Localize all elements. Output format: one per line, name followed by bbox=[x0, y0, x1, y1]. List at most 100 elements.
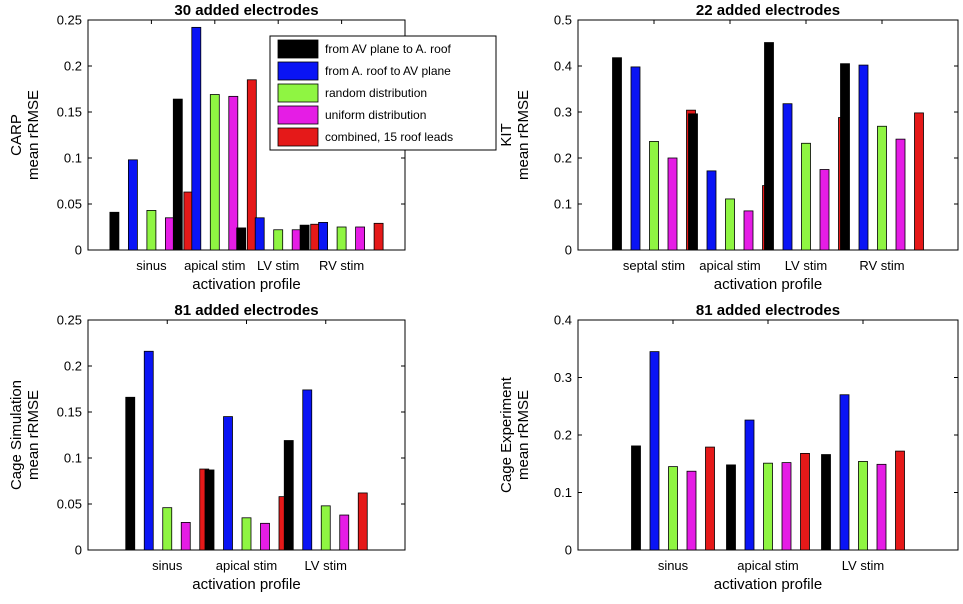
y-axis-label-line-1: Cage Experiment bbox=[498, 376, 515, 493]
x-tick-label: apical stim bbox=[737, 558, 798, 573]
bar bbox=[191, 26, 202, 251]
x-tick-label: apical stim bbox=[216, 558, 277, 573]
y-tick-label: 0 bbox=[565, 543, 572, 558]
bar bbox=[373, 222, 384, 251]
bar bbox=[357, 492, 368, 551]
y-tick-label: 0.2 bbox=[554, 151, 572, 166]
y-tick-label: 0.2 bbox=[64, 359, 82, 374]
legend-label: from A. roof to AV plane bbox=[325, 64, 451, 78]
chart-panel-4: 0 0.1 0.2 0.3 0.4 sinus apical stim LV stim 81 a… bbox=[498, 302, 959, 593]
bar bbox=[840, 63, 850, 251]
chart-title: 22 added electrodes bbox=[696, 2, 840, 19]
bar bbox=[839, 394, 850, 551]
y-tick-label: 0.05 bbox=[57, 197, 82, 212]
y-axis-label-line-1: Cage Simulation bbox=[8, 380, 25, 490]
bar bbox=[686, 470, 697, 551]
bar bbox=[146, 210, 157, 251]
bar bbox=[667, 157, 678, 251]
bar bbox=[858, 461, 868, 551]
bar bbox=[781, 462, 792, 551]
bar bbox=[876, 463, 887, 551]
y-axis-label-line-2: mean rRMSE bbox=[25, 90, 42, 180]
x-tick-label: sinus bbox=[136, 258, 167, 273]
x-axis-label: activation profile bbox=[714, 576, 822, 593]
bar bbox=[649, 351, 660, 551]
y-tick-label: 0.3 bbox=[554, 105, 572, 120]
y-tick-label: 0.2 bbox=[554, 428, 572, 443]
bar bbox=[743, 210, 754, 251]
bar bbox=[236, 227, 247, 251]
chart-title: 30 added electrodes bbox=[174, 2, 318, 19]
x-tick-label: LV stim bbox=[257, 258, 299, 273]
bar bbox=[819, 169, 830, 251]
bar bbox=[763, 462, 773, 551]
y-tick-label: 0.3 bbox=[554, 370, 572, 385]
y-tick-label: 0.4 bbox=[554, 313, 572, 328]
y-tick-label: 0.25 bbox=[57, 13, 82, 28]
bar bbox=[895, 450, 905, 551]
x-tick-label: LV stim bbox=[842, 558, 884, 573]
y-axis-label-line-1: CARP bbox=[8, 114, 25, 156]
y-tick-label: 0.15 bbox=[57, 105, 82, 120]
bar bbox=[162, 507, 173, 551]
y-tick-label: 0.1 bbox=[64, 151, 82, 166]
bar bbox=[744, 419, 755, 551]
chart-title: 81 added electrodes bbox=[174, 302, 318, 319]
bar bbox=[172, 98, 183, 251]
x-tick-label: RV stim bbox=[319, 258, 364, 273]
legend-label: uniform distribution bbox=[325, 108, 426, 122]
bar bbox=[228, 95, 239, 251]
y-tick-label: 0.25 bbox=[57, 313, 82, 328]
bar bbox=[877, 125, 887, 251]
y-axis-label-line-2: mean rRMSE bbox=[25, 390, 42, 480]
legend-swatch bbox=[277, 61, 319, 81]
bar bbox=[705, 446, 715, 551]
x-tick-label: LV stim bbox=[785, 258, 827, 273]
legend-label: combined, 15 roof leads bbox=[325, 130, 453, 144]
bar bbox=[283, 440, 294, 551]
bar bbox=[726, 464, 736, 551]
bar bbox=[299, 224, 310, 251]
bar bbox=[688, 113, 698, 251]
bar bbox=[649, 141, 659, 251]
bar bbox=[254, 217, 265, 251]
bar bbox=[204, 469, 215, 551]
bar bbox=[612, 57, 622, 251]
legend: from AV plane to A. roof from A. roof to … bbox=[269, 35, 497, 151]
bar bbox=[725, 198, 735, 251]
y-tick-label: 0.2 bbox=[64, 59, 82, 74]
x-tick-label: sinus bbox=[152, 558, 183, 573]
bar bbox=[127, 159, 138, 251]
x-tick-label: LV stim bbox=[305, 558, 347, 573]
bar bbox=[336, 226, 347, 251]
x-axis-label: activation profile bbox=[714, 276, 822, 293]
bar bbox=[241, 517, 252, 551]
legend-label: random distribution bbox=[325, 86, 427, 100]
bar bbox=[631, 445, 641, 551]
bar bbox=[821, 454, 831, 551]
bar bbox=[706, 170, 717, 251]
bar bbox=[914, 112, 924, 251]
y-tick-label: 0.05 bbox=[57, 497, 82, 512]
chart-panel-1: 0 0.05 0.1 0.15 0.2 0.25 sinus apical stim LV st… bbox=[8, 2, 406, 293]
x-axis-label: activation profile bbox=[192, 276, 300, 293]
x-tick-label: RV stim bbox=[859, 258, 904, 273]
bar bbox=[318, 221, 329, 251]
y-axis-label-line-2: mean rRMSE bbox=[515, 390, 532, 480]
bar bbox=[630, 66, 641, 251]
legend-swatch bbox=[277, 39, 319, 59]
plot-area-box bbox=[87, 319, 406, 551]
legend-swatch bbox=[277, 127, 319, 147]
x-tick-label: apical stim bbox=[699, 258, 760, 273]
bar bbox=[764, 42, 774, 251]
legend-swatch bbox=[277, 83, 319, 103]
y-tick-label: 0 bbox=[75, 243, 82, 258]
bar bbox=[246, 79, 257, 251]
y-tick-label: 0.1 bbox=[554, 485, 572, 500]
bar bbox=[782, 103, 793, 251]
bar bbox=[800, 452, 810, 551]
bar bbox=[302, 389, 313, 551]
y-axis-label-line-2: mean rRMSE bbox=[515, 90, 532, 180]
y-tick-label: 0.1 bbox=[554, 197, 572, 212]
chart-panel-2: 0 0.1 0.2 0.3 0.4 0.5 septal stim apical stim LV… bbox=[498, 2, 959, 293]
